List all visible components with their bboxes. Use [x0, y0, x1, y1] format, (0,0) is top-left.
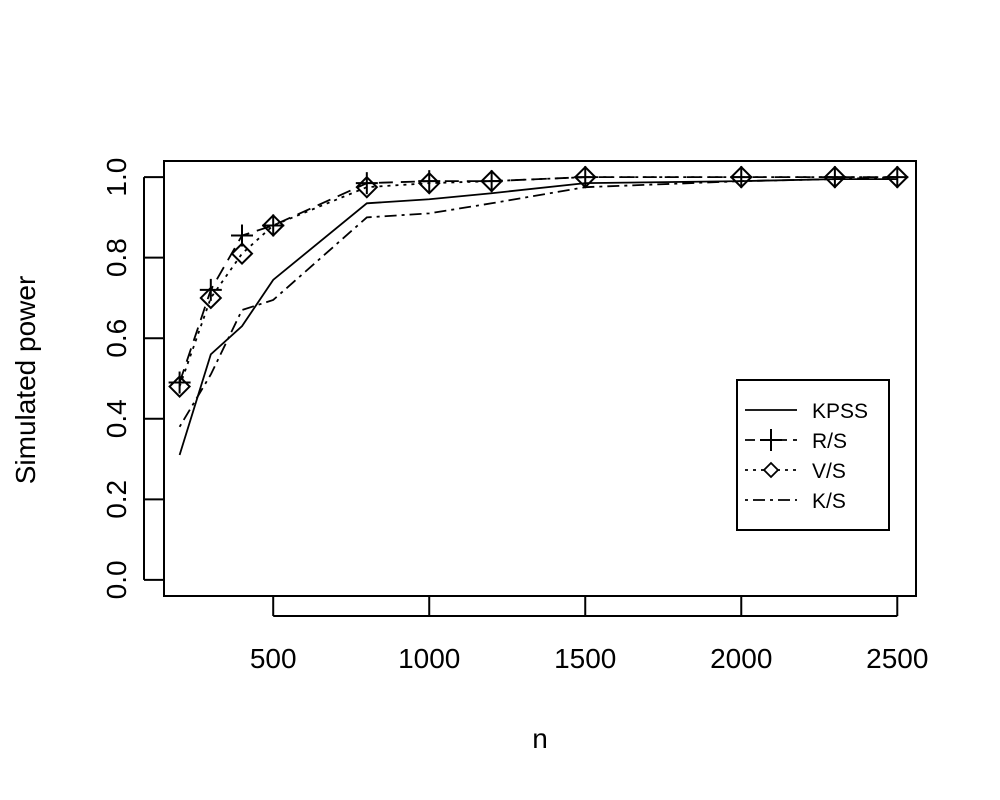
legend-box: [736, 379, 890, 531]
data-point: [355, 175, 379, 199]
series-line-r-s: [178, 176, 898, 383]
legend-label: R/S: [812, 430, 847, 453]
data-point: [230, 242, 254, 266]
x-tick-label: 2000: [710, 643, 772, 674]
legend-item: V/S: [745, 460, 846, 483]
legend-label: KPSS: [812, 400, 868, 423]
legend-marker: [760, 429, 782, 451]
data-point: [168, 375, 192, 398]
data-point: [823, 166, 846, 189]
x-tick-label: 500: [250, 643, 297, 674]
data-point: [417, 171, 441, 195]
y-axis-label: Simulated power: [10, 276, 41, 485]
legend-label: V/S: [812, 460, 846, 483]
y-tick-label: 0.4: [101, 399, 132, 438]
data-point: [261, 214, 285, 237]
legend-item: K/S: [745, 490, 846, 513]
x-tick-label: 2500: [866, 643, 928, 674]
data-point: [199, 286, 223, 310]
data-point: [199, 278, 222, 301]
legend: KPSS R/S V/S K/S: [736, 379, 890, 531]
y-tick-label: 1.0: [101, 158, 132, 197]
plot-area: [168, 165, 909, 456]
x-tick-label: 1500: [554, 643, 616, 674]
legend-item: KPSS: [745, 400, 868, 423]
data-point: [262, 214, 285, 237]
series-line-k-s: [178, 176, 898, 428]
data-point: [574, 166, 597, 189]
axes: 500 1000 1500 2000 2500 0.0 0.2 0.4 0.6 0.8 1.0: [101, 158, 928, 674]
x-axis-label: n: [532, 723, 548, 754]
legend-item: R/S: [745, 429, 847, 453]
plot-frame: [163, 160, 917, 597]
series-line-v-s: [178, 176, 898, 387]
legend-label: K/S: [812, 490, 846, 513]
y-tick-label: 0.6: [101, 319, 132, 358]
data-point: [823, 165, 847, 189]
x-tick-label: 1000: [398, 643, 460, 674]
data-point: [729, 165, 753, 189]
legend-marker: [762, 461, 780, 479]
y-tick-label: 0.2: [101, 480, 132, 519]
y-tick-label: 0.8: [101, 238, 132, 277]
y-tick-label: 0.0: [101, 560, 132, 599]
data-point: [885, 165, 909, 189]
data-point: [480, 169, 504, 193]
series-line-kpss: [178, 178, 898, 456]
